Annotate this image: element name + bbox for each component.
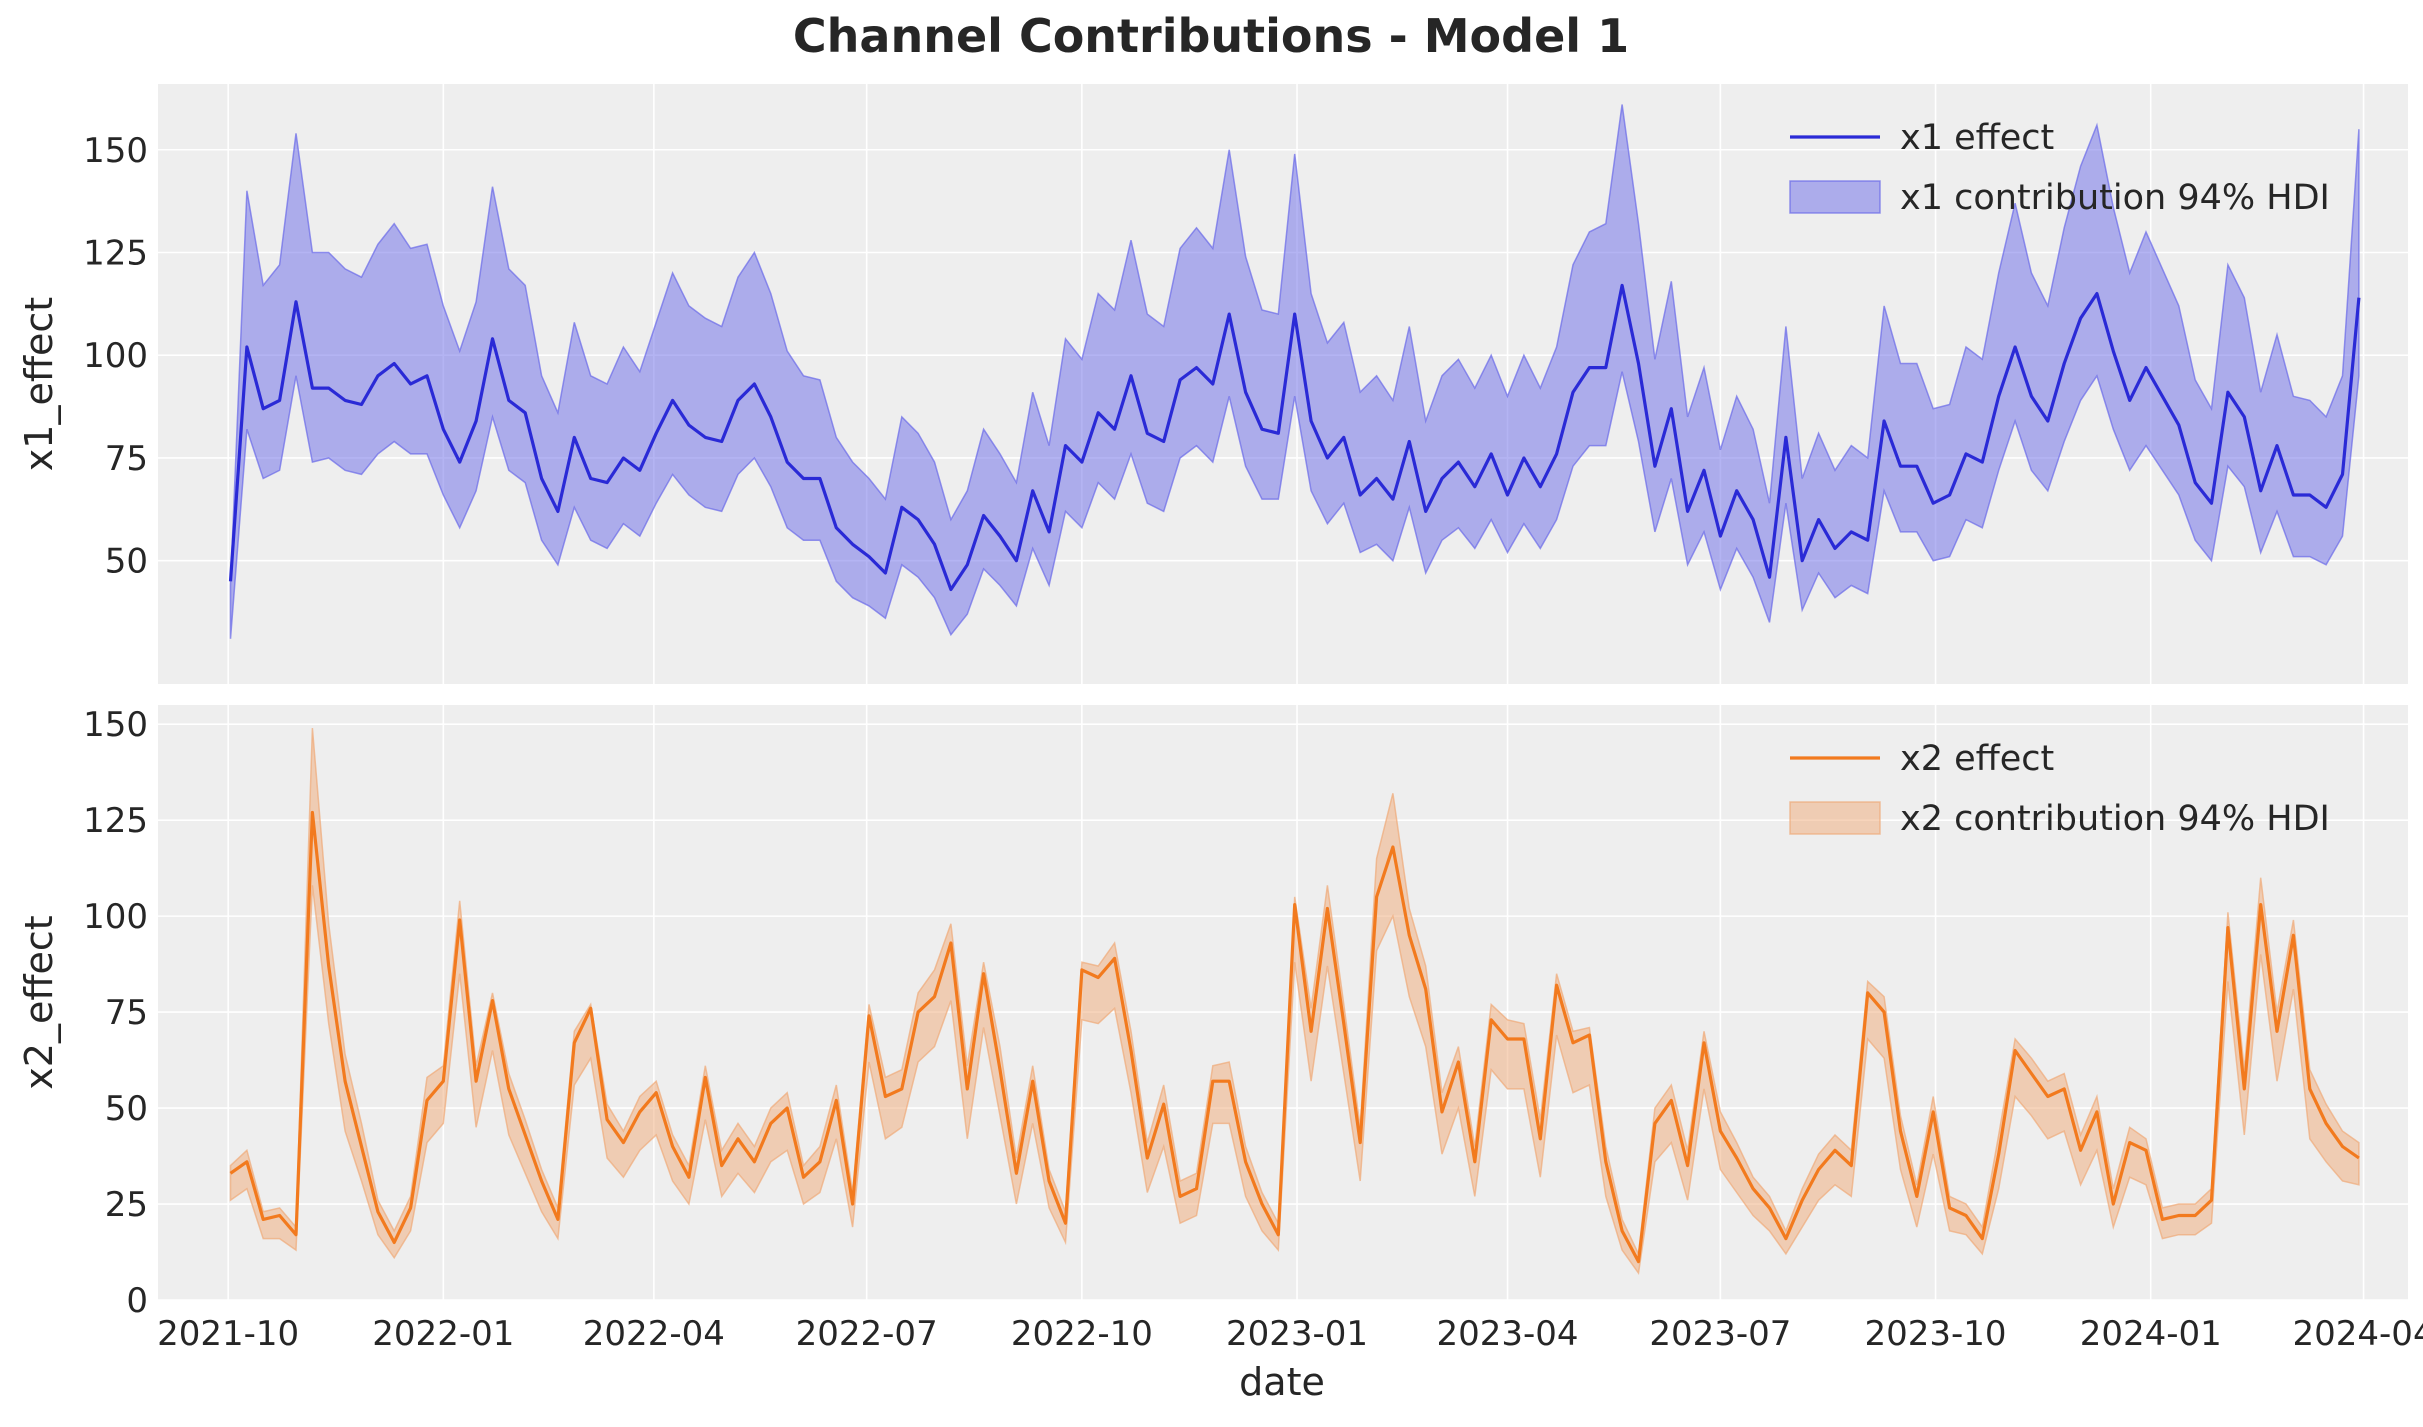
legend-label-effect: x2 effect: [1900, 739, 2054, 779]
x-tick-label: 2022-01: [372, 1314, 514, 1354]
x-tick-label: 2021-10: [157, 1314, 299, 1354]
y-tick-label: 150: [83, 705, 148, 745]
y-tick-label: 150: [83, 131, 148, 171]
y-tick-label: 50: [105, 1089, 148, 1129]
x-tick-label: 2022-07: [796, 1314, 938, 1354]
x-tick-label: 2024-04: [2293, 1314, 2423, 1354]
x-tick-label: 2023-01: [1226, 1314, 1368, 1354]
panel-1: 50 75 100 125 150 x1_effect x1 effect x1 contri…: [17, 84, 2408, 684]
y-axis-label: x1_effect: [17, 297, 61, 471]
y-tick-label: 125: [83, 233, 148, 273]
legend-label-hdi: x2 contribution 94% HDI: [1900, 799, 2330, 839]
x-axis-label: date: [1239, 1360, 1325, 1404]
hdi-band-1: [229, 104, 2360, 639]
hdi-band-2: [229, 727, 2360, 1276]
x-tick-label: 2022-04: [583, 1314, 725, 1354]
y-tick-label: 75: [105, 993, 148, 1033]
y-tick-label: 25: [105, 1185, 148, 1225]
plot-background: [158, 705, 2408, 1300]
y-tick-label: 125: [83, 801, 148, 841]
x-tick-label: 2022-10: [1011, 1314, 1153, 1354]
mean-line-2: [229, 810, 2360, 1264]
panel-2: 0 25 50 75 100 125 150 x2_effect x2 effect x2 con…: [17, 705, 2408, 1321]
chart-title: Channel Contributions - Model 1: [793, 9, 1629, 63]
y-tick-label: 100: [83, 897, 148, 937]
legend-label-effect: x1 effect: [1900, 118, 2054, 158]
y-tick-label: 75: [105, 439, 148, 479]
y-tick-label: 100: [83, 336, 148, 376]
x-tick-label: 2023-04: [1437, 1314, 1579, 1354]
y-tick-label: 0: [126, 1281, 148, 1321]
x-tick-label: 2023-07: [1649, 1314, 1791, 1354]
legend-label-hdi: x1 contribution 94% HDI: [1900, 178, 2330, 218]
y-tick-label: 50: [105, 542, 148, 582]
legend-band-swatch: [1789, 180, 1881, 214]
x-tick-label: 2024-01: [2080, 1314, 2222, 1354]
mean-line-1: [228, 283, 2361, 592]
x-tick-label: 2023-10: [1865, 1314, 2007, 1354]
legend-band-swatch: [1789, 801, 1881, 835]
y-axis-label: x2_effect: [17, 915, 61, 1089]
